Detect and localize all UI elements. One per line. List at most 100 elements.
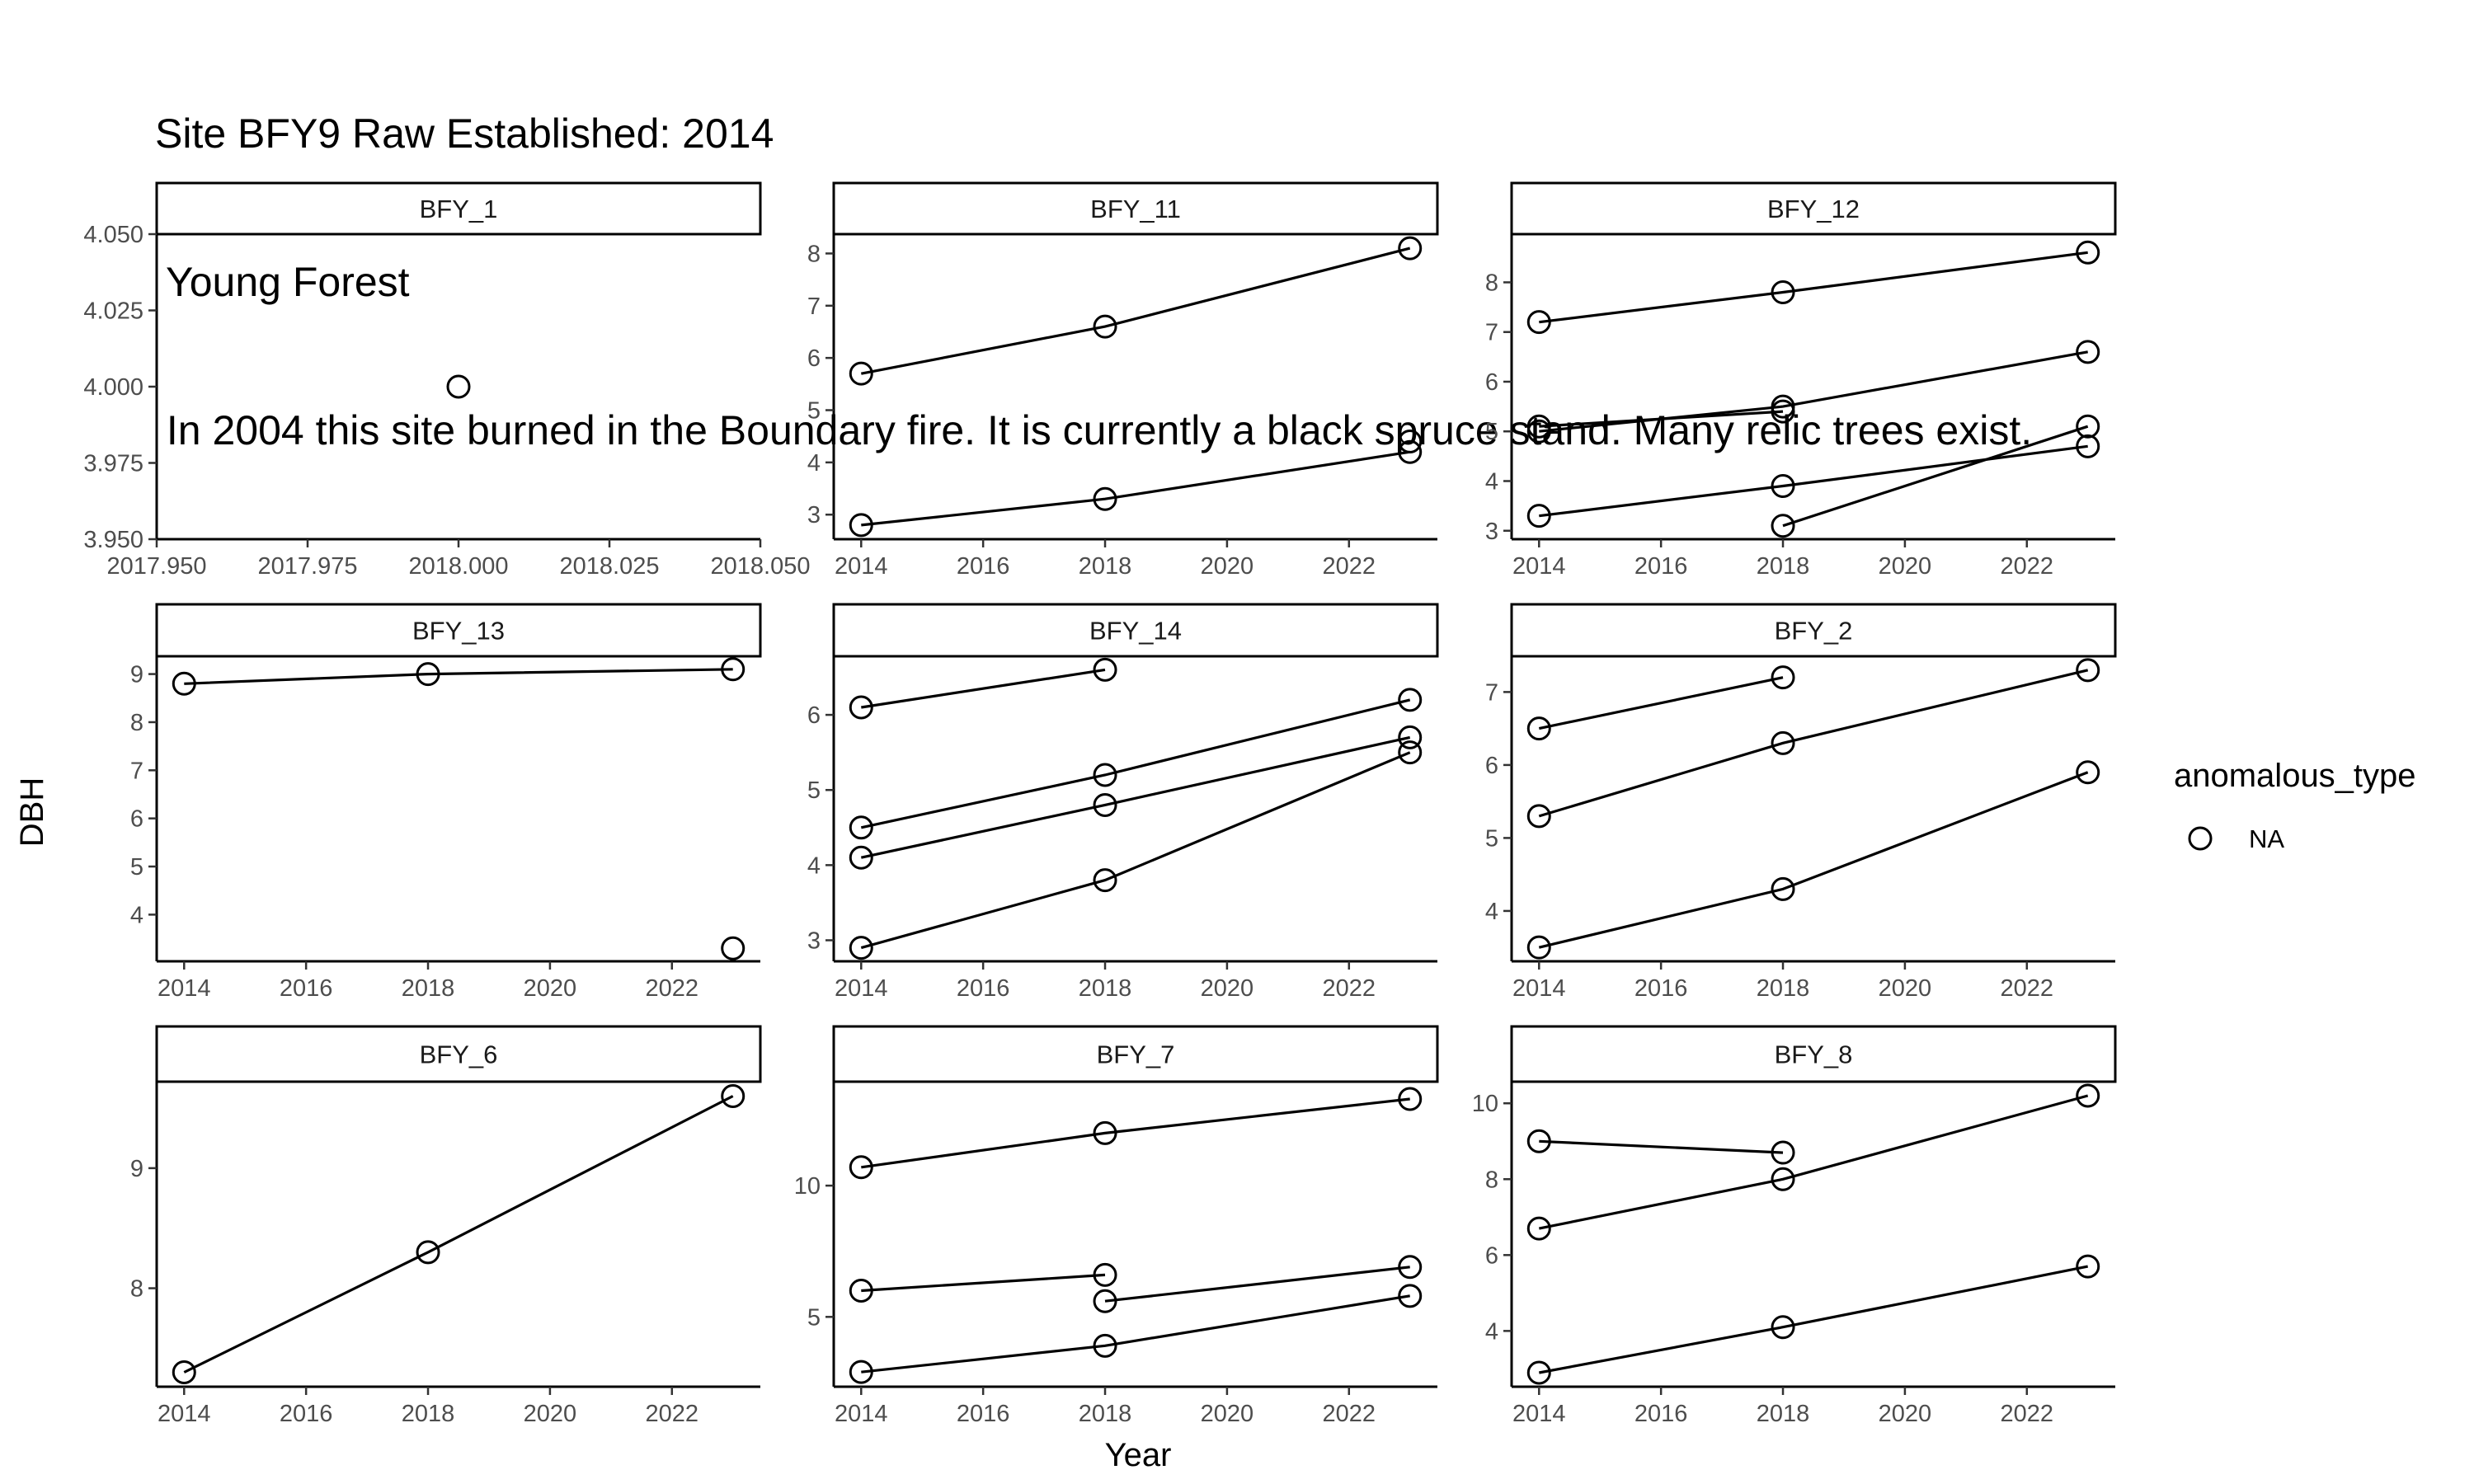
x-tick-label: 2018: [1079, 975, 1132, 1002]
data-point: [849, 361, 873, 386]
y-tick-label: 6: [807, 345, 821, 372]
series-line: [1539, 410, 1784, 428]
data-point: [1526, 804, 1551, 829]
data-point: [1093, 486, 1117, 511]
facet-strip-label: BFY_6: [420, 1040, 498, 1069]
y-tick-label: 7: [1485, 679, 1498, 706]
data-point: [416, 662, 440, 687]
data-point: [849, 845, 873, 870]
series-line: [1782, 425, 2089, 528]
series-line: [1539, 1265, 2089, 1374]
facet-strip-label: BFY_14: [1089, 617, 1182, 646]
data-point: [1398, 1255, 1423, 1280]
facet-panel-bfy-11: BFY_11 2014 2016 2018 2020 2022 3 4 5 6 7 8: [807, 181, 1439, 580]
facet-strip-label: BFY_2: [1775, 617, 1853, 646]
series-line: [1539, 444, 2088, 518]
data-point: [2076, 1254, 2100, 1279]
facet-panel-bfy-1: BFY_1 2017.950 2017.975 2018.000 2018.025 201…: [83, 181, 810, 580]
data-point: [849, 513, 873, 538]
x-tick-label: 2022: [646, 1401, 699, 1427]
title-line-1: Site BFY9 Raw Established: 2014: [155, 110, 774, 157]
y-tick-label: 4: [807, 852, 821, 879]
facet-strip: [832, 181, 1439, 236]
legend-entry-label: NA: [2249, 824, 2284, 853]
facet-strip-label: BFY_7: [1097, 1040, 1175, 1069]
x-tick-label: 2018: [1079, 1401, 1132, 1427]
data-point: [172, 671, 196, 696]
y-tick-label: 5: [807, 1304, 821, 1331]
facet-strip-label: BFY_8: [1775, 1040, 1853, 1069]
data-point: [1526, 310, 1551, 335]
series-line: [1538, 676, 1784, 730]
x-tick-label: 2018.025: [560, 553, 660, 580]
data-point: [721, 657, 745, 682]
data-point: [1526, 935, 1551, 960]
data-point: [1398, 236, 1423, 261]
y-tick-label: 6: [1485, 369, 1498, 396]
facet-panel-bfy-2: BFY_2 2014 2016 2018 2020 2022 4 5 6 7: [1485, 603, 2117, 1002]
x-tick-label: 2014: [1512, 553, 1566, 580]
x-tick-label: 2016: [280, 1401, 333, 1427]
x-tick-label: 2022: [1323, 553, 1376, 580]
facet-panel-bfy-12: BFY_12 2014 2016 2018 2020 2022 3 4 5 6 7 8: [1485, 181, 2117, 580]
series-line: [184, 668, 733, 685]
data-point: [1771, 399, 1795, 424]
data-point: [1526, 716, 1551, 741]
data-point: [721, 936, 745, 960]
data-point: [721, 1083, 745, 1108]
x-tick-label: 2014: [1512, 1401, 1566, 1427]
x-tick-label: 2014: [158, 975, 211, 1002]
data-point: [2076, 340, 2100, 364]
y-tick-label: 7: [807, 294, 821, 320]
y-tick-label: 5: [1485, 825, 1498, 852]
y-tick-label: 6: [130, 806, 143, 833]
data-point: [849, 1155, 873, 1180]
y-tick-label: 4: [1485, 468, 1498, 495]
title-line-2: Young Forest: [155, 259, 410, 305]
series-line: [861, 1273, 1106, 1293]
series-line: [860, 751, 1411, 950]
x-tick-label: 2020: [524, 975, 577, 1002]
data-point: [1093, 1262, 1117, 1287]
x-tick-label: 2018: [1757, 975, 1810, 1002]
x-tick-label: 2018: [402, 1401, 455, 1427]
data-point: [1398, 439, 1423, 464]
facet-panel-bfy-14: BFY_14 2014 2016 2018 2020 2022 3 4 5 6: [807, 603, 1439, 1002]
x-tick-label: 2014: [158, 1401, 211, 1427]
x-tick-label: 2022: [646, 975, 699, 1002]
data-point: [1093, 657, 1117, 682]
series-line: [1104, 1266, 1410, 1303]
data-point: [2076, 658, 2100, 683]
y-tick-label: 4: [1485, 899, 1498, 925]
x-tick-label: 2022: [2001, 975, 2054, 1002]
data-point: [1771, 280, 1795, 305]
data-point: [1398, 725, 1423, 749]
data-point: [1771, 730, 1795, 755]
facet-strip: [832, 603, 1439, 658]
data-point: [1526, 414, 1551, 439]
facet-panel-bfy-6: BFY_6 2014 2016 2018 2020 2022 8 9: [130, 1025, 762, 1427]
y-tick-label: 5: [807, 777, 821, 804]
x-tick-label: 2022: [2001, 553, 2054, 580]
x-tick-label: 2020: [1879, 1401, 1932, 1427]
data-point: [1398, 1087, 1423, 1111]
data-point: [849, 815, 873, 840]
y-tick-label: 4.050: [83, 222, 143, 248]
x-tick-label: 2022: [2001, 1401, 2054, 1427]
data-point: [849, 695, 873, 720]
facet-strip: [155, 1025, 762, 1083]
facet-panels: BFY_1 2017.950 2017.975 2018.000 2018.025 201…: [83, 181, 2117, 1427]
data-point: [849, 1278, 873, 1303]
x-tick-label: 2016: [1634, 1401, 1688, 1427]
legend: anomalous_type NA: [2174, 758, 2416, 853]
y-tick-label: 8: [1485, 1167, 1498, 1193]
y-tick-label: 5: [130, 854, 143, 881]
series-line: [1538, 771, 2089, 949]
title-line-3: In 2004 this site burned in the Boundary…: [155, 407, 2033, 453]
y-tick-label: 3: [807, 928, 821, 954]
facet-strip: [1510, 181, 2117, 236]
y-tick-label: 7: [130, 758, 143, 784]
x-tick-label: 2020: [524, 1401, 577, 1427]
series-line: [860, 247, 1411, 375]
